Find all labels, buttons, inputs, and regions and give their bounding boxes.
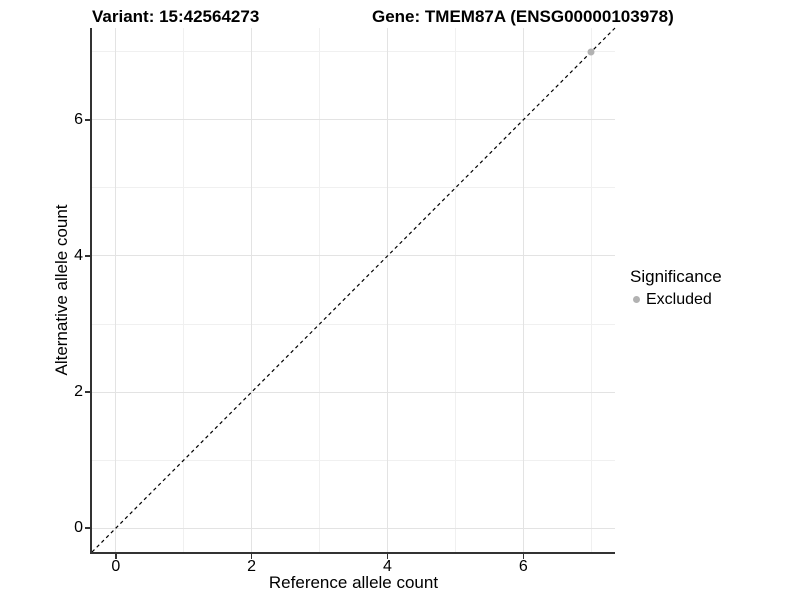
y-tick-label: 4 xyxy=(74,246,83,264)
x-tick-mark xyxy=(250,553,253,559)
y-tick-label: 0 xyxy=(74,519,83,537)
identity-line xyxy=(91,27,616,553)
y-axis-line xyxy=(90,28,92,554)
gridline-y-minor xyxy=(92,459,615,461)
legend-title: Significance xyxy=(630,267,722,286)
legend-item-label: Excluded xyxy=(646,291,712,308)
gridline-y-major xyxy=(92,119,615,121)
legend: Significance Excluded xyxy=(630,267,722,309)
y-tick-mark xyxy=(85,391,91,393)
gridline-x-major xyxy=(251,28,253,552)
plot-panel xyxy=(91,27,616,553)
gridline-x-major xyxy=(115,28,117,552)
gridline-x-minor xyxy=(454,28,456,552)
gridline-y-minor xyxy=(92,51,615,53)
gridline-x-minor xyxy=(183,28,185,552)
plot-title-variant: Variant: 15:42564273 xyxy=(92,7,260,26)
gridline-x-minor xyxy=(319,28,321,552)
y-axis-label: Alternative allele count xyxy=(52,204,71,376)
x-tick-label: 4 xyxy=(383,558,392,575)
y-tick-label: 2 xyxy=(74,383,83,401)
legend-items: Excluded xyxy=(630,290,722,309)
gridline-y-major xyxy=(92,255,615,257)
x-tick-mark xyxy=(386,553,389,559)
x-axis-line xyxy=(90,552,615,554)
gridline-y-minor xyxy=(92,323,615,325)
y-tick-label: 6 xyxy=(74,110,83,128)
x-axis-label: Reference allele count xyxy=(268,573,439,592)
gridline-x-major xyxy=(522,28,524,552)
x-tick-mark xyxy=(522,553,525,559)
gridline-x-minor xyxy=(590,28,592,552)
legend-point-icon xyxy=(633,296,640,303)
x-tick-label: 0 xyxy=(111,558,121,575)
y-tick-mark xyxy=(85,255,91,257)
legend-item: Excluded xyxy=(630,290,722,309)
y-tick-mark xyxy=(85,119,91,121)
x-tick-mark xyxy=(114,553,117,559)
y-tick-mark xyxy=(85,527,91,529)
gridline-y-major xyxy=(92,527,615,529)
gridline-y-minor xyxy=(92,187,615,189)
gridline-x-major xyxy=(386,28,388,552)
identity-line-layer xyxy=(91,27,616,553)
x-tick-label: 6 xyxy=(518,558,528,575)
plot-title-gene: Gene: TMEM87A (ENSG00000103978) xyxy=(372,7,674,26)
x-tick-label: 2 xyxy=(247,558,257,575)
data-point xyxy=(587,48,595,56)
gridline-y-major xyxy=(92,391,615,393)
